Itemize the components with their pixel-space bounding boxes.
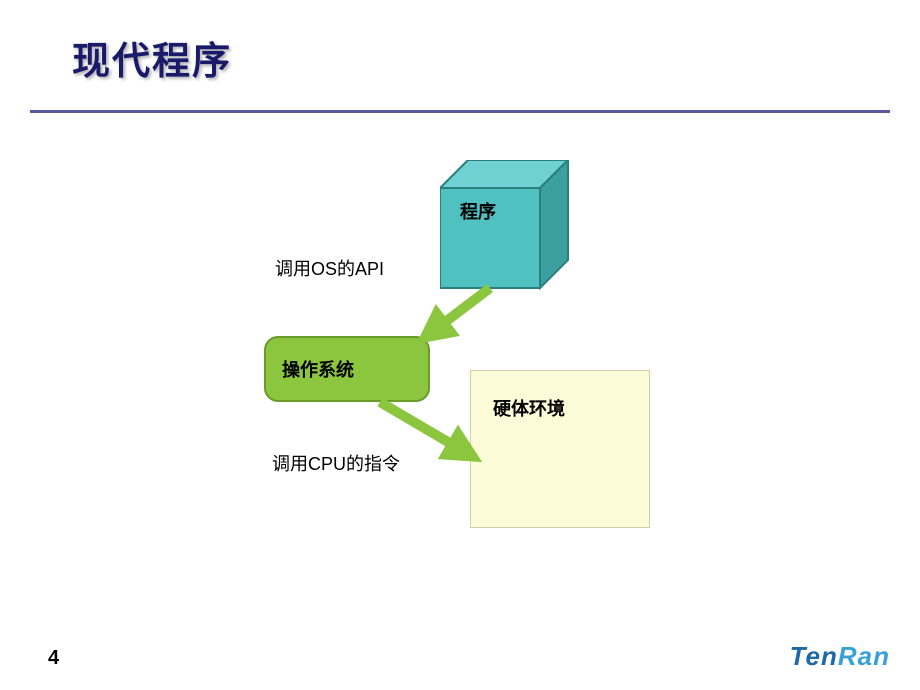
node-hardware: 硬体环境 xyxy=(470,370,650,528)
edge-os-hardware xyxy=(380,402,465,452)
brand-logo: TenRan xyxy=(790,641,890,672)
node-os: 操作系统 xyxy=(264,336,430,402)
node-program-label: 程序 xyxy=(460,198,496,224)
node-hardware-label: 硬体环境 xyxy=(493,399,565,419)
page-number: 4 xyxy=(48,647,59,670)
logo-part-a: Ten xyxy=(790,641,838,671)
edge-label-cpu-instr: 调用CPU的指令 xyxy=(272,450,400,476)
title-underline xyxy=(30,110,890,113)
edge-label-os-api: 调用OS的API xyxy=(275,255,384,281)
logo-part-b: Ran xyxy=(838,641,890,671)
node-os-label: 操作系统 xyxy=(282,356,354,382)
cube-icon xyxy=(440,160,570,300)
edges-layer xyxy=(0,0,920,690)
node-program: 程序 xyxy=(440,160,560,290)
slide-title: 现代程序 xyxy=(72,30,232,85)
